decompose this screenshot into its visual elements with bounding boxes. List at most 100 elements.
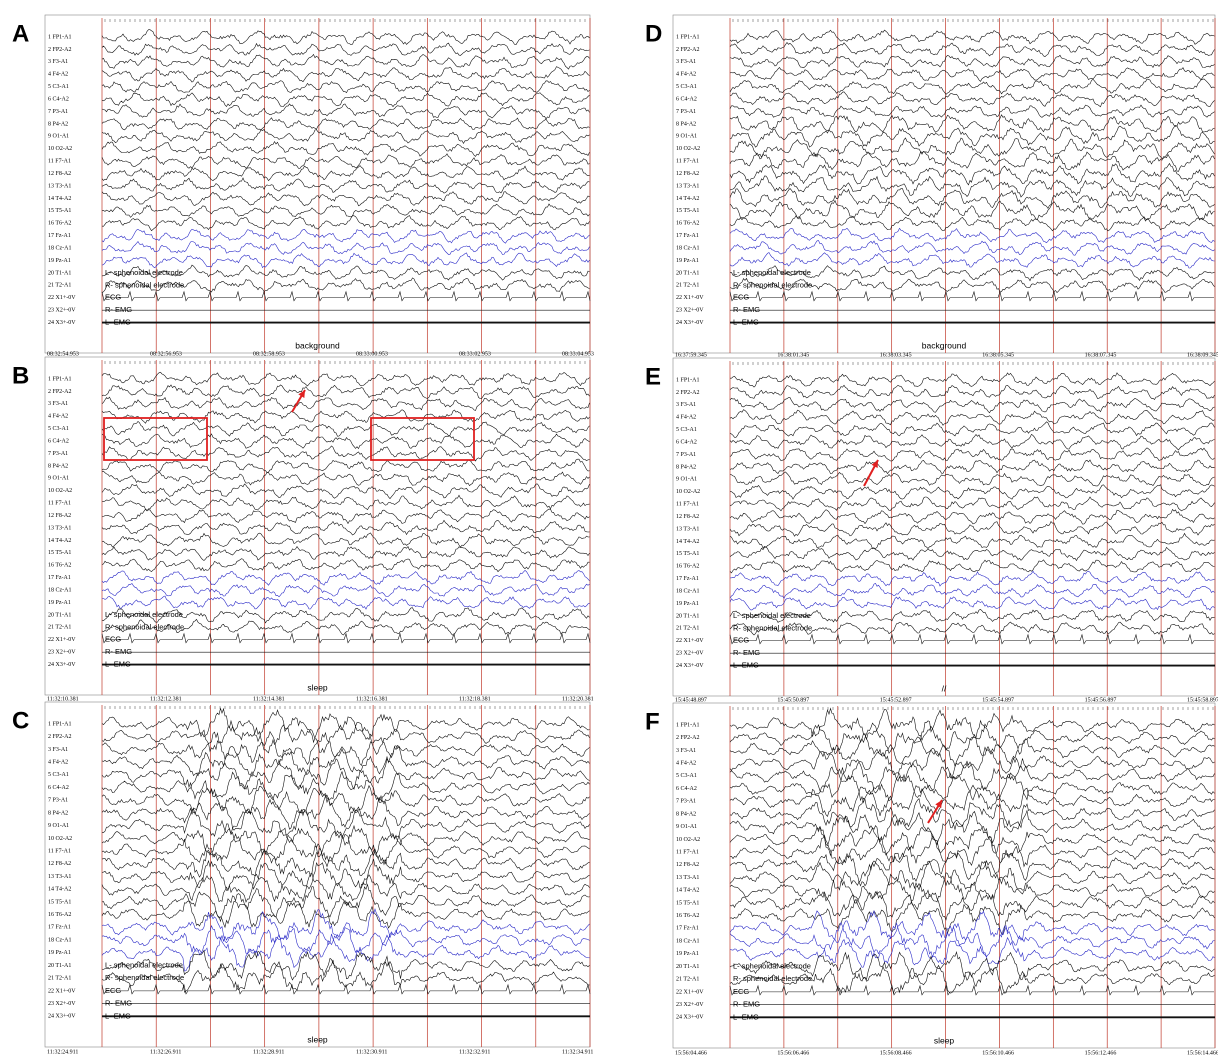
eeg-trace bbox=[101, 924, 590, 956]
channel-label: 4 F4-A2 bbox=[676, 761, 696, 767]
channel-label: 1 FP1-A1 bbox=[676, 34, 700, 40]
eeg-trace bbox=[101, 719, 590, 755]
eeg-trace bbox=[101, 823, 590, 858]
time-label: 11:32:20.381 bbox=[562, 696, 594, 702]
channel-label: 6 C4-A2 bbox=[48, 96, 69, 102]
eeg-trace bbox=[101, 784, 590, 817]
time-label: 11:32:34.911 bbox=[562, 1049, 593, 1055]
channel-label: 7 P3-A1 bbox=[676, 452, 696, 458]
channel-label: 19 Pz-A1 bbox=[676, 951, 699, 957]
eeg-trace bbox=[729, 240, 1215, 256]
eeg-trace bbox=[729, 825, 1215, 857]
channel-label: 13 T3-A1 bbox=[676, 526, 699, 532]
channel-note: ECG bbox=[733, 636, 749, 645]
channel-label: 12 F8-A2 bbox=[676, 171, 699, 177]
channel-label: 15 T5-A1 bbox=[48, 899, 71, 905]
channel-label: 14 T4-A2 bbox=[48, 887, 71, 893]
channel-label: 3 F3-A1 bbox=[48, 401, 68, 407]
channel-label: 17 Fz-A1 bbox=[676, 926, 699, 932]
eeg-trace bbox=[101, 103, 590, 120]
eeg-trace bbox=[101, 80, 590, 94]
channel-note: L- EMG bbox=[733, 661, 759, 670]
channel-label: 1 FP1-A1 bbox=[48, 376, 72, 382]
time-label: 15:56:12.466 bbox=[1085, 1050, 1117, 1056]
channel-label: 10 O2-A2 bbox=[676, 146, 700, 152]
time-label: 11:32:12.381 bbox=[150, 696, 182, 702]
channel-label: 8 P4-A2 bbox=[676, 121, 696, 127]
channel-label: 17 Fz-A1 bbox=[676, 576, 699, 582]
eeg-trace bbox=[101, 483, 590, 500]
channel-note: ECG bbox=[105, 635, 121, 644]
channel-label: 2 FP2-A2 bbox=[48, 47, 72, 53]
eeg-trace bbox=[729, 162, 1215, 186]
channel-note: R- EMG bbox=[733, 1000, 760, 1009]
panel-letter: E bbox=[645, 363, 661, 390]
channel-label: 24 X3+-0V bbox=[676, 663, 704, 669]
channel-label: 4 F4-A2 bbox=[48, 414, 68, 420]
channel-note: R- sphenoidal electrode bbox=[733, 974, 812, 983]
time-label: 16:38:01.345 bbox=[777, 352, 809, 358]
channel-label: 22 X1+-0V bbox=[676, 295, 704, 301]
channel-label: 22 X1+-0V bbox=[48, 988, 76, 994]
time-label: 15:56:08.466 bbox=[880, 1050, 912, 1056]
eeg-trace bbox=[729, 621, 1215, 636]
channel-label: 13 T3-A1 bbox=[48, 874, 71, 880]
eeg-panel: D 1 FP1-A1 2 FP2-A2 3 F3-A1 4 F4-A2 5 C3-A1 6 … bbox=[645, 14, 1216, 354]
time-label: 15:45:50.897 bbox=[777, 697, 809, 703]
channel-label: 5 C3-A1 bbox=[676, 773, 697, 779]
eeg-trace bbox=[101, 384, 590, 399]
eeg-trace bbox=[730, 484, 1215, 500]
channel-label: 10 O2-A2 bbox=[48, 146, 72, 152]
eeg-trace bbox=[101, 165, 590, 182]
channel-label: 12 F8-A2 bbox=[48, 171, 71, 177]
ecg-trace bbox=[101, 290, 591, 302]
eeg-trace bbox=[101, 532, 590, 548]
eeg-trace bbox=[729, 471, 1215, 487]
eeg-trace bbox=[729, 559, 1215, 574]
channel-label: 19 Pz-A1 bbox=[48, 950, 71, 956]
channel-label: 8 P4-A2 bbox=[48, 463, 68, 469]
channel-note: R- EMG bbox=[105, 305, 132, 314]
arrow-head bbox=[298, 390, 305, 398]
channel-label: 23 X2+-0V bbox=[676, 308, 704, 314]
channel-note: L- sphenoidal electrode bbox=[733, 611, 811, 620]
eeg-trace bbox=[101, 847, 590, 878]
channel-label: 16 T6-A2 bbox=[48, 221, 71, 227]
eeg-trace bbox=[729, 150, 1215, 172]
eeg-trace bbox=[729, 520, 1215, 537]
eeg-trace bbox=[101, 949, 590, 981]
channel-label: 13 T3-A1 bbox=[676, 875, 699, 881]
channel-label: 24 X3+-0V bbox=[48, 662, 76, 668]
channel-label: 3 F3-A1 bbox=[48, 59, 68, 65]
channel-label: 11 F7-A1 bbox=[48, 501, 71, 507]
eeg-trace bbox=[729, 447, 1215, 462]
channel-note: ECG bbox=[733, 987, 749, 996]
state-label: background bbox=[295, 340, 340, 350]
state-label: sleep bbox=[307, 1034, 328, 1044]
eeg-trace bbox=[729, 773, 1215, 804]
channel-label: 22 X1+-0V bbox=[676, 989, 704, 995]
channel-note: L- EMG bbox=[105, 318, 131, 327]
channel-label: 20 T1-A1 bbox=[48, 963, 71, 969]
time-label: 11:32:28.911 bbox=[253, 1049, 284, 1055]
state-label: background bbox=[922, 340, 967, 350]
time-label: 15:56:14.466 bbox=[1187, 1050, 1218, 1056]
time-label: 15:45:54.897 bbox=[982, 697, 1014, 703]
eeg-trace bbox=[101, 420, 590, 437]
eeg-trace bbox=[101, 433, 590, 450]
eeg-trace bbox=[101, 203, 590, 218]
channel-label: 9 O1-A1 bbox=[676, 134, 697, 140]
eeg-trace bbox=[101, 92, 590, 108]
panel-frame bbox=[672, 14, 1216, 354]
channel-label: 20 T1-A1 bbox=[676, 964, 699, 970]
channel-label: 9 O1-A1 bbox=[48, 476, 69, 482]
eeg-trace bbox=[729, 921, 1215, 959]
panel-letter: B bbox=[12, 362, 29, 389]
channel-label: 7 P3-A1 bbox=[48, 109, 68, 115]
eeg-trace bbox=[729, 909, 1215, 944]
eeg-trace bbox=[101, 215, 590, 232]
time-label: 11:32:18.381 bbox=[459, 696, 491, 702]
channel-note: L- EMG bbox=[733, 1012, 759, 1021]
ecg-trace bbox=[729, 290, 1214, 302]
time-label: 16:38:05.345 bbox=[982, 352, 1014, 358]
